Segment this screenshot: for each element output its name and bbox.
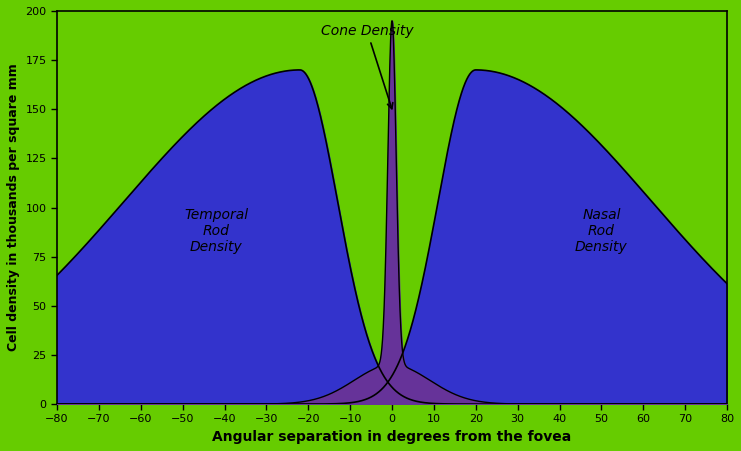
Text: Temporal
Rod
Density: Temporal Rod Density xyxy=(184,208,248,254)
Text: Cone Density: Cone Density xyxy=(321,23,413,109)
X-axis label: Angular separation in degrees from the fovea: Angular separation in degrees from the f… xyxy=(213,430,571,444)
Y-axis label: Cell density in thousands per square mm: Cell density in thousands per square mm xyxy=(7,64,20,351)
Text: Nasal
Rod
Density: Nasal Rod Density xyxy=(575,208,628,254)
